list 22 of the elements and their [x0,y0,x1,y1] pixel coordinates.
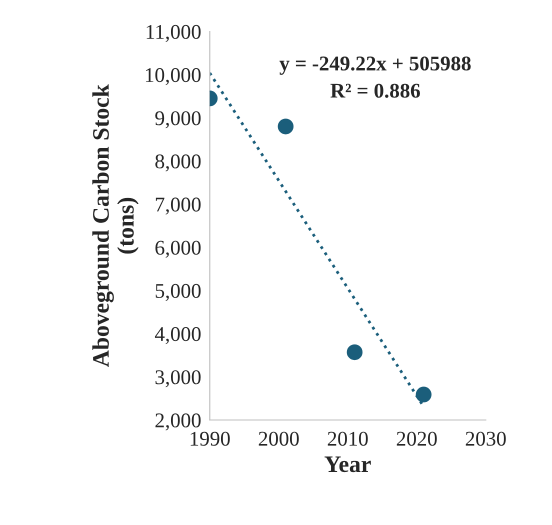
point [346,344,363,360]
point [278,118,294,134]
annotation: y = -249.22x + 505988 [279,56,471,75]
x-tick-label: 2010 [328,432,368,446]
y-tick-label: 10,000 [146,68,201,86]
y-tick-label: 2,000 [155,413,201,430]
x-tick-label: 1990 [190,432,230,446]
y-tick-label: 5,000 [156,284,201,301]
y-tick-label: 11,000 [146,24,201,42]
point [416,386,432,402]
x-tick-label: 2030 [466,432,506,446]
y-tick-label: 6,000 [155,240,201,258]
annotation: R² = 0.886 [330,84,420,98]
y-tick-label: 4,000 [154,327,201,344]
y-tick-label: 9,000 [155,111,201,128]
y-tick-label: 3,000 [156,370,201,388]
x-tick-label: 2000 [258,432,299,446]
x-axis-title: Year [324,456,371,472]
x-tick-label: 2020 [396,432,437,446]
y-tick-label: 8,000 [155,154,201,172]
y-tick-label: 7,000 [156,198,201,215]
y-axis-title: Aboveground Carbon Stock (tons) [92,84,139,367]
